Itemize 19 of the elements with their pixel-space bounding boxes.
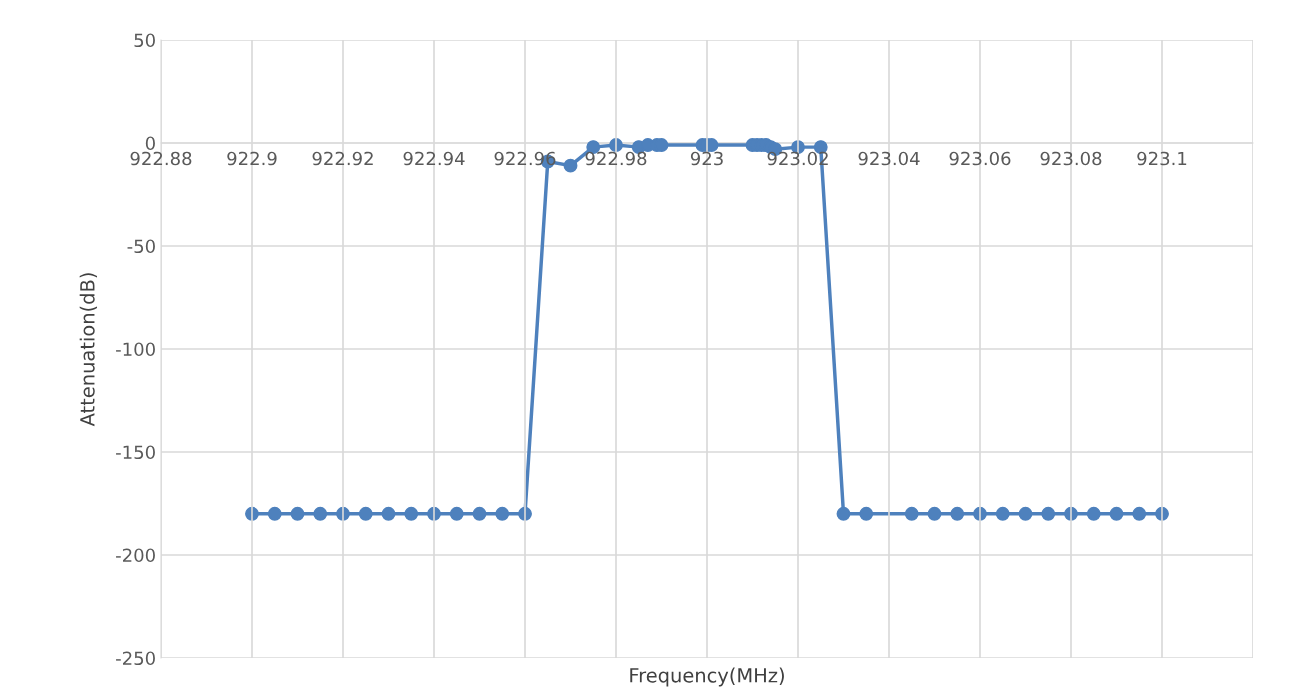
y-tick-label: 0 [145, 136, 155, 151]
x-axis-title: Frequency(MHz) [630, 667, 784, 687]
x-tick-label: 922.98 [585, 151, 647, 166]
x-tick-label: 923.06 [949, 151, 1011, 166]
x-tick-label: 923.1 [1137, 151, 1187, 166]
x-tick-label: 923.04 [858, 151, 920, 166]
x-tick-label: 923 [690, 151, 723, 166]
y-axis-title: Attenuation(dB) [79, 273, 98, 427]
x-tick-label: 922.92 [312, 151, 373, 166]
y-tick-label: -250 [116, 651, 155, 666]
x-tick-label: 922.94 [403, 151, 465, 166]
y-tick-label: 50 [134, 33, 155, 48]
y-tick-label: -100 [116, 342, 155, 357]
x-tick-label: 923.08 [1040, 151, 1102, 166]
y-tick-label: -150 [116, 445, 155, 460]
y-tick-label: -50 [127, 239, 155, 254]
y-tick-label: -200 [116, 548, 155, 563]
x-tick-label: 922.88 [130, 151, 192, 166]
x-tick-label: 922.9 [227, 151, 277, 166]
